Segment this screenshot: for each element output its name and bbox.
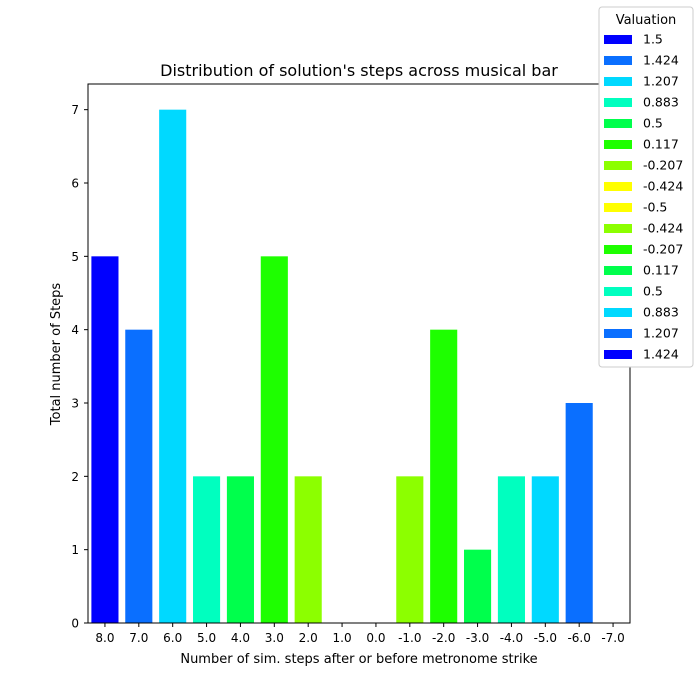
bar [226,476,254,623]
legend-label: -0.424 [643,179,683,194]
legend-label: -0.207 [643,242,683,257]
x-tick-label: 2.0 [299,631,318,645]
legend-swatch [604,56,632,65]
x-tick-label: 0.0 [366,631,385,645]
legend-swatch [604,287,632,296]
y-tick-label: 2 [71,470,79,484]
legend-swatch [604,77,632,86]
legend-label: 1.424 [643,347,679,362]
bar [294,476,322,623]
x-tick-label: -3.0 [466,631,489,645]
legend-label: 0.883 [643,95,679,110]
legend-swatch [604,224,632,233]
legend-swatch [604,245,632,254]
legend-label: -0.424 [643,221,683,236]
legend-label: -0.207 [643,158,683,173]
x-tick-label: -5.0 [534,631,557,645]
bar [497,476,525,623]
x-tick-label: -2.0 [432,631,455,645]
legend-swatch [604,329,632,338]
legend-label: 0.5 [643,284,663,299]
legend-swatch [604,161,632,170]
y-tick-label: 4 [71,323,79,337]
y-tick-label: 1 [71,543,79,557]
legend-swatch [604,182,632,191]
y-axis-label: Total number of Steps [49,283,64,427]
legend-title: Valuation [616,13,677,28]
legend-label: 1.207 [643,326,679,341]
legend-label: 1.424 [643,53,679,68]
y-tick-label: 0 [71,617,79,631]
bar [91,256,119,623]
x-axis: 8.0 7.0 6.0 5.0 4.0 3.0 2.0 1.0 0.0 -1.0 -2.0 -3.0-… [95,623,625,645]
bars-layer [91,109,593,624]
bar [396,476,424,623]
bar [260,256,288,623]
legend-swatch [604,266,632,275]
x-tick-label: 3.0 [265,631,284,645]
x-tick-label: -7.0 [601,631,624,645]
x-tick-label: 1.0 [333,631,352,645]
x-tick-label: 4.0 [231,631,250,645]
legend: Valuation 1.5 1.424 1.207 0.883 0.5 0.117 -0.2… [598,6,694,368]
y-tick-label: 7 [71,103,79,117]
chart-title: Distribution of solution's steps across … [160,61,558,80]
legend-label: 1.5 [643,32,663,47]
legend-label: 0.883 [643,305,679,320]
x-tick-label: -1.0 [398,631,421,645]
x-tick-label: -6.0 [567,631,590,645]
legend-label: 0.117 [643,263,679,278]
bar [531,476,559,623]
legend-frame [598,6,694,368]
legend-swatch [604,140,632,149]
bar [125,329,153,623]
bar [159,109,187,624]
y-tick-label: 6 [71,177,79,191]
bar [565,403,593,623]
legend-label: 0.5 [643,116,663,131]
y-tick-label: 5 [71,250,79,264]
x-tick-label: 8.0 [95,631,114,645]
legend-swatch [604,119,632,128]
x-axis-label: Number of sim. steps after or before met… [180,652,537,667]
legend-swatch [604,98,632,107]
legend-items: 1.5 1.424 1.207 0.883 0.5 0.117 -0.207 -0.424 -0… [604,32,683,362]
x-tick-label: -4.0 [500,631,523,645]
x-tick-label: 6.0 [163,631,182,645]
legend-label: -0.5 [643,200,667,215]
legend-label: 0.117 [643,137,679,152]
x-tick-label: 5.0 [197,631,216,645]
legend-label: 1.207 [643,74,679,89]
legend-swatch [604,203,632,212]
legend-swatch [604,308,632,317]
legend-swatch [604,35,632,44]
y-tick-label: 3 [71,397,79,411]
y-axis: 0 1 2 3 4 5 6 7 [71,103,88,631]
legend-swatch [604,350,632,359]
bar [193,476,221,623]
x-tick-label: 7.0 [129,631,148,645]
bar [430,329,458,623]
bar [464,549,492,623]
